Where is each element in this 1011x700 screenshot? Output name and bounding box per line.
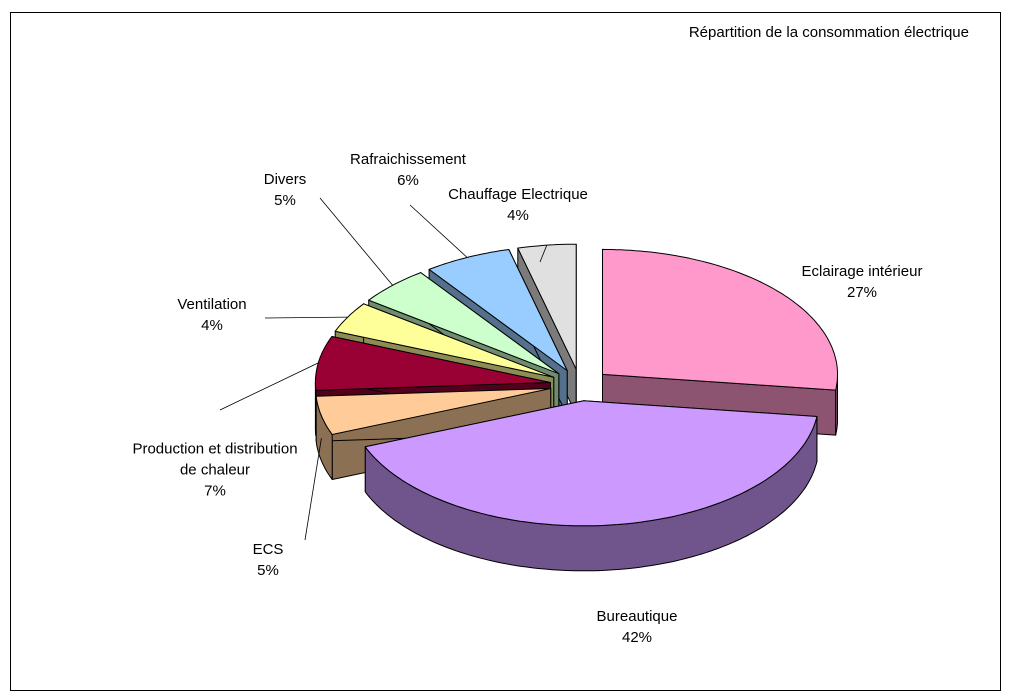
slice (602, 248, 838, 391)
slice-label: Rafraichissement 6% (313, 149, 503, 191)
category-label: Chauffage Electrique (448, 186, 588, 203)
category-label: ECS (252, 541, 284, 558)
value-label: 7% (204, 482, 226, 500)
slice-label: Ventilation 4% (117, 294, 307, 336)
slice-label: Divers 5% (190, 169, 380, 211)
slice (315, 388, 552, 435)
value-label: 5% (257, 562, 279, 579)
chart-title: Répartition de la consommation électriqu… (688, 24, 969, 41)
value-label: 27% (846, 284, 878, 301)
value-label: 42% (621, 629, 653, 646)
slice-label: Bureautique 42% (542, 606, 732, 648)
slice-label: Eclairage intérieur 27% (767, 261, 957, 303)
category-label: Production et distribution de chaleur (132, 440, 298, 479)
leader-line (219, 362, 319, 411)
slice-label: Production et distribution de chaleur 7% (125, 439, 305, 502)
category-label: Rafraichissement (350, 151, 466, 168)
category-label: Bureautique (596, 608, 678, 625)
value-label: 6% (397, 172, 419, 189)
category-label: Ventilation (177, 296, 247, 313)
leader-line (539, 245, 548, 263)
category-label: Eclairage intérieur (801, 263, 923, 280)
slice-label: Chauffage Electrique 4% (423, 184, 613, 226)
leader-line (264, 316, 348, 319)
slice-label: ECS 5% (173, 539, 363, 581)
value-label: 4% (507, 207, 529, 224)
value-label: 5% (274, 192, 296, 209)
leader-line (304, 438, 322, 541)
slice (517, 243, 577, 370)
value-label: 4% (201, 317, 223, 334)
leader-line (319, 197, 393, 286)
leader-line (409, 204, 468, 258)
slice (364, 400, 818, 527)
category-label: Divers (263, 171, 307, 188)
